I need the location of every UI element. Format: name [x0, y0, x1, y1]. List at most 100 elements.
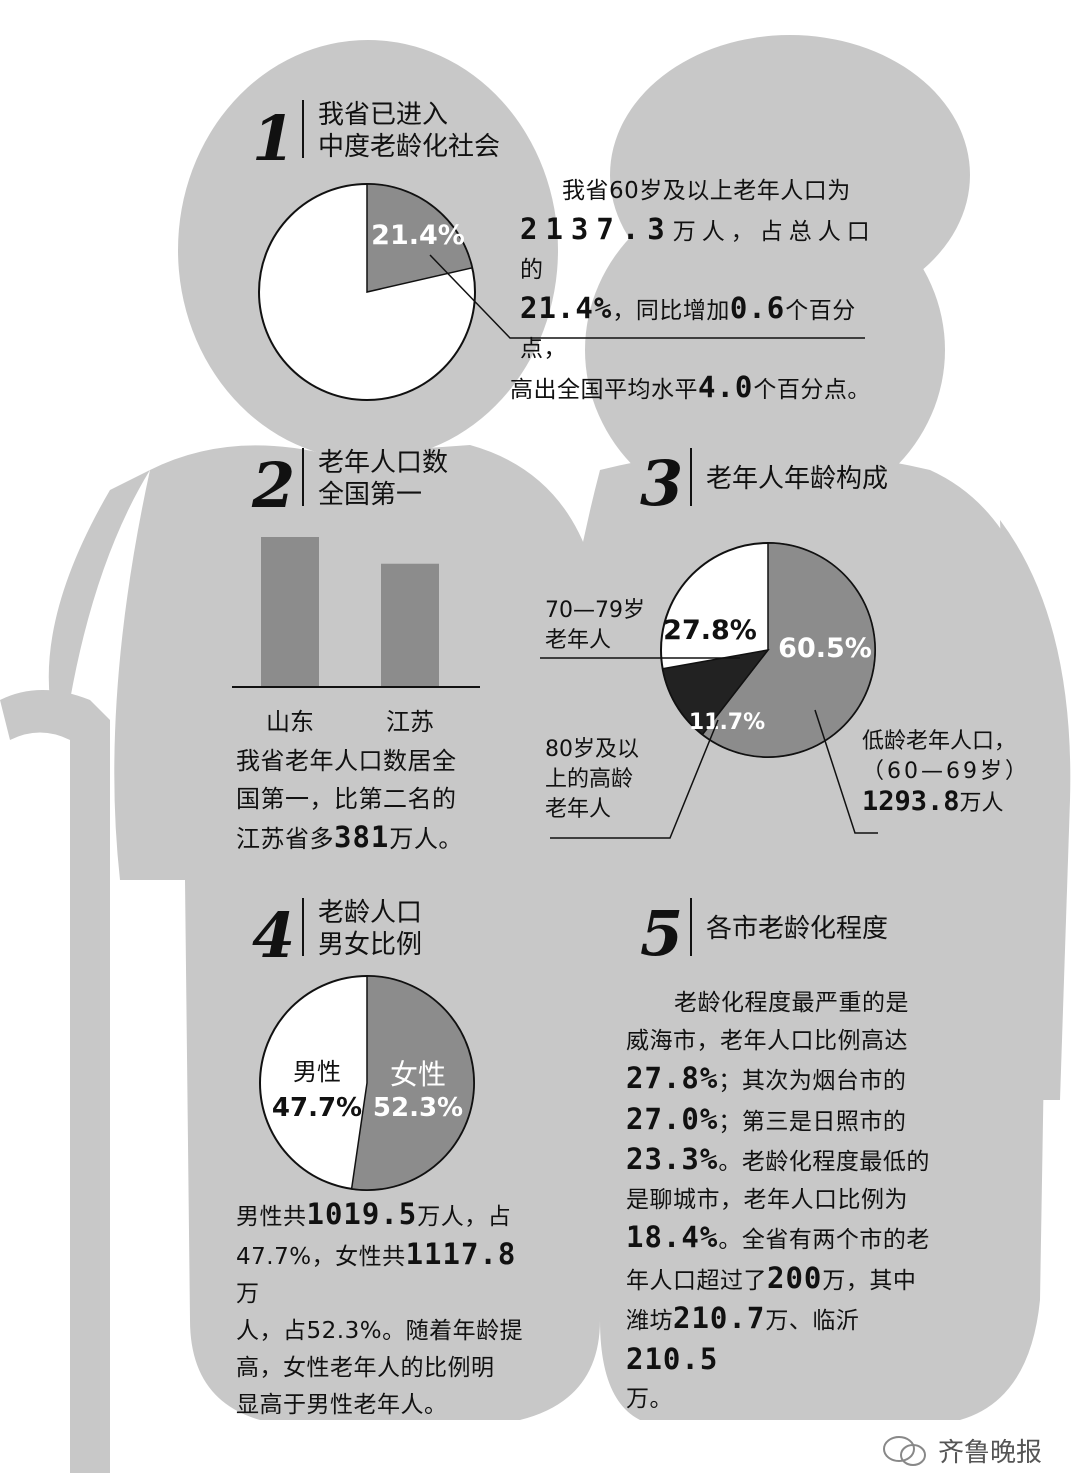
p5-value-linyi: 210.5 — [626, 1341, 719, 1376]
pie-slice-21-4 — [366, 183, 474, 293]
watermark: 齐鲁晚报 — [880, 1432, 1042, 1469]
p5-line5: 23.3%。老龄化程度最低的 — [626, 1141, 946, 1182]
p1-text: 万人，占总人口的 — [520, 219, 876, 283]
p5-line2: 威海市，老年人口比例高达 — [626, 1027, 908, 1054]
p2-line3: 江苏省多381万人。 — [236, 818, 536, 858]
section-2-divider — [302, 448, 304, 506]
pie-slice-label-27-8: 27.8% — [663, 615, 757, 646]
label-70-79-line2: 老年人 — [545, 628, 612, 653]
section-1-divider — [302, 100, 304, 158]
p1-value-increase: 0.6 — [729, 291, 786, 325]
p5-text: ；第三是日照市的 — [718, 1108, 907, 1135]
male-label: 男性 — [293, 1058, 341, 1086]
label-80-plus: 80岁及以 上的高龄 老年人 — [545, 735, 639, 825]
pie1-leader-line — [429, 254, 865, 339]
p1-line3: 21.4%，同比增加0.6个百分点， — [520, 289, 880, 368]
label-80-line1: 80岁及以 — [545, 737, 639, 762]
p4-value-female: 1117.8 — [405, 1237, 517, 1271]
watermark-text: 齐鲁晚报 — [938, 1438, 1043, 1468]
p5-line8: 年人口超过了200万，其中 — [626, 1260, 946, 1301]
label-low-line3: 1293.8万人 — [862, 787, 1030, 819]
pie-chart-gender: 女性 52.3% 男性 47.7% — [259, 975, 475, 1191]
p5-line9: 潍坊210.7万、临沂 210.5 — [626, 1300, 946, 1381]
section-2-number: 2 — [252, 449, 296, 522]
pie-slice-60-5 — [701, 542, 876, 758]
section-3-divider — [690, 448, 692, 506]
p5-text: 万、临沂 — [765, 1308, 860, 1334]
p4-line1: 男性共1019.5万人，占 — [236, 1196, 536, 1236]
p1-text: ，同比增加 — [612, 298, 730, 324]
p5-line3: 27.8%；其次为烟台市的 — [626, 1060, 946, 1101]
p1-line4: 高出全国平均水平4.0个百分点。 — [510, 368, 880, 409]
wechat-icon — [883, 1435, 926, 1466]
pie-chart-aging-share: 21.4% — [258, 183, 476, 401]
bars — [261, 537, 439, 687]
p4-text: 47.7%，女性共 — [236, 1244, 406, 1270]
pie-chart-age-structure: 60.5% 11.7% 27.8% — [660, 542, 876, 758]
p5-value-liaocheng: 18.4% — [626, 1220, 719, 1254]
pie-slice-11-7 — [661, 648, 770, 736]
p1-line1: 我省60岁及以上老年人口为 — [562, 178, 851, 204]
female-label: 女性 — [390, 1058, 446, 1091]
p5-text: 万，其中 — [822, 1267, 917, 1294]
p1-text: 个百分点。 — [753, 377, 871, 403]
p5-text: 潍坊 — [626, 1308, 673, 1334]
p5-text: 。全省有两个市的老 — [718, 1227, 930, 1253]
section-2-title-line1: 老年人口数 — [318, 448, 449, 478]
female-pct: 52.3% — [373, 1093, 463, 1123]
p5-line7: 18.4%。全省有两个市的老 — [626, 1219, 946, 1260]
p5-text: ；其次为烟台市的 — [718, 1068, 907, 1094]
p2-line1: 我省老年人口数居全 — [236, 747, 457, 775]
bar-1 — [381, 563, 439, 687]
p2-value-diff: 381 — [334, 820, 390, 854]
pie-slice-label: 21.4% — [371, 220, 465, 251]
section-3-number: 3 — [640, 447, 684, 520]
section-5-title: 各市老龄化程度 — [706, 914, 889, 944]
p4-line3: 人，占52.3%。随着年龄提 — [236, 1318, 524, 1344]
p5-value-threshold: 200 — [767, 1260, 823, 1295]
bar-chart-provinces: 山东 江苏 — [232, 537, 480, 736]
label-low-line1: 低龄老年人口， — [862, 729, 1017, 754]
p4-text: 万人，占 — [417, 1204, 512, 1230]
p2-line2: 国第一，比第二名的 — [236, 785, 457, 813]
p4-text: 男性共 — [236, 1204, 307, 1230]
label-low-value: 1293.8 — [862, 786, 960, 817]
p4-value-male: 1019.5 — [306, 1197, 418, 1231]
pie-slice-label-11-7: 11.7% — [689, 710, 765, 735]
p4-text: 万 — [236, 1281, 260, 1307]
p5-text: 。老龄化程度最低的 — [718, 1149, 930, 1175]
silhouettes — [0, 35, 1071, 1473]
p1-value-share: 21.4% — [520, 291, 613, 325]
p5-text: 年人口超过了 — [626, 1267, 767, 1294]
p1-line2: 2137.3万人，占总人口的 — [520, 210, 880, 289]
section-5-number: 5 — [640, 897, 684, 970]
label-low-line2: （60—69岁） — [862, 759, 1030, 784]
p4-line2: 47.7%，女性共1117.8 万 — [236, 1236, 536, 1313]
section-3-title: 老年人年龄构成 — [706, 464, 889, 494]
male-pct: 47.7% — [272, 1093, 362, 1123]
p5-value-yantai: 27.0% — [626, 1101, 719, 1136]
pie3-leader-lines — [540, 657, 878, 839]
label-80-line2: 上的高龄 — [545, 767, 634, 792]
bar-category-label-shandong: 山东 — [266, 708, 314, 736]
p4-line5: 显高于男性老年人。 — [236, 1392, 448, 1418]
p5-value-rizhao: 23.3% — [626, 1142, 719, 1176]
label-80-line3: 老年人 — [545, 797, 612, 822]
label-70-79-line1: 70—79岁 — [545, 598, 645, 623]
bar-0 — [261, 537, 319, 687]
section-1-number: 1 — [252, 102, 296, 175]
p5-value-weihai: 27.8% — [626, 1061, 719, 1095]
p5-line10: 万。 — [626, 1386, 673, 1412]
p1-value-population: 2137.3 — [520, 212, 673, 246]
section-5-divider — [690, 898, 692, 956]
section-1-title-line1: 我省已进入 — [318, 100, 449, 130]
pie-slice-female — [350, 975, 475, 1191]
section-1-title-line2: 中度老龄化社会 — [318, 132, 501, 162]
p5-value-weifang: 210.7 — [673, 1301, 766, 1335]
bar-category-label-jiangsu: 江苏 — [386, 708, 434, 736]
section-2-title-line2: 全国第一 — [318, 480, 423, 510]
p2-text: 万人。 — [389, 825, 463, 853]
p5-line1: 老龄化程度最严重的是 — [674, 990, 909, 1016]
p4-line4: 高，女性老年人的比例明 — [236, 1355, 495, 1381]
